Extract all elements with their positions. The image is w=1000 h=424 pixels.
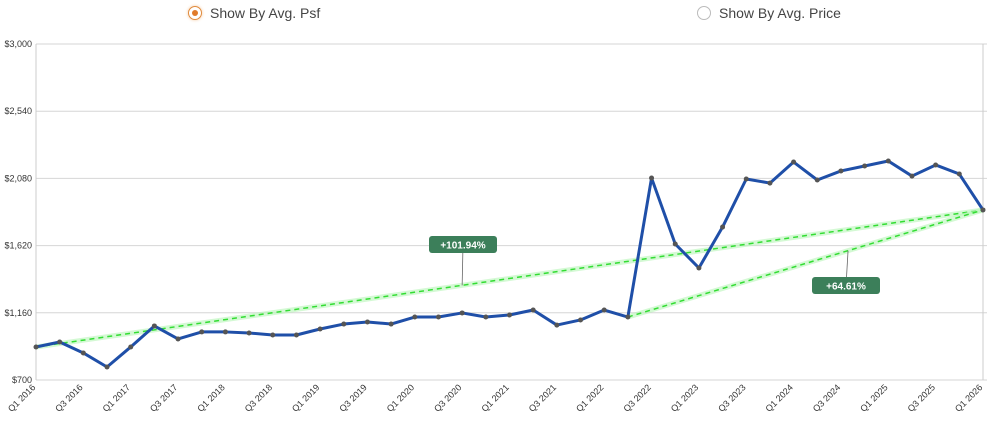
data-point — [885, 158, 891, 164]
x-tick-label: Q3 2021 — [527, 382, 558, 413]
x-tick-label: Q3 2023 — [716, 382, 747, 413]
x-tick-label: Q3 2025 — [906, 382, 937, 413]
data-point — [270, 332, 276, 338]
data-point — [341, 321, 347, 327]
data-point — [293, 332, 299, 338]
x-tick-label: Q1 2019 — [290, 382, 321, 413]
data-point — [530, 307, 536, 313]
data-point — [80, 350, 86, 356]
data-point — [33, 344, 39, 350]
radio-unselected-icon — [697, 6, 711, 20]
data-point — [388, 321, 394, 327]
trend-label-box — [812, 277, 880, 294]
trend-label: +64.61% — [826, 282, 866, 293]
x-tick-label: Q3 2022 — [621, 382, 652, 413]
trendline — [35, 209, 984, 348]
x-tick-label: Q3 2024 — [811, 382, 842, 413]
x-tick-label: Q1 2022 — [574, 382, 605, 413]
x-tick-label: Q3 2017 — [148, 382, 179, 413]
x-tick-label: Q1 2020 — [385, 382, 416, 413]
data-point — [435, 314, 441, 320]
data-point — [151, 323, 157, 329]
data-point — [696, 265, 702, 271]
radio-show-by-psf[interactable]: Show By Avg. Psf — [188, 5, 320, 21]
x-tick-label: Q1 2026 — [953, 382, 984, 413]
trend-label: +101.94% — [440, 241, 485, 252]
x-tick-label: Q1 2016 — [6, 382, 37, 413]
x-tick-label: Q1 2023 — [669, 382, 700, 413]
data-point — [814, 177, 820, 183]
y-tick-label: $1,620 — [4, 241, 32, 251]
data-point — [246, 330, 252, 336]
y-tick-label: $1,160 — [4, 308, 32, 318]
y-tick-label: $2,080 — [4, 173, 32, 183]
series-line — [35, 159, 985, 369]
data-point — [317, 326, 323, 332]
x-tick-label: Q3 2019 — [337, 382, 368, 413]
data-point — [720, 224, 726, 230]
data-point — [649, 175, 655, 181]
radio-selected-icon — [188, 6, 202, 20]
data-point — [459, 310, 465, 316]
data-point — [483, 314, 489, 320]
data-point — [980, 207, 986, 213]
data-point — [507, 312, 512, 318]
data-point — [199, 329, 205, 335]
data-point — [625, 314, 631, 320]
y-tick-label: $2,540 — [4, 106, 32, 116]
x-tick-label: Q1 2021 — [479, 382, 510, 413]
radio-show-by-price[interactable]: Show By Avg. Price — [697, 5, 841, 21]
data-point — [175, 336, 181, 342]
data-point — [57, 339, 63, 345]
data-point — [838, 168, 844, 174]
x-tick-label: Q1 2024 — [764, 382, 795, 413]
x-tick-label: Q3 2020 — [432, 382, 463, 413]
y-tick-label: $3,000 — [4, 39, 32, 49]
data-point — [767, 180, 773, 186]
x-tick-label: Q1 2017 — [101, 382, 132, 413]
x-tick-label: Q1 2025 — [858, 382, 889, 413]
x-tick-label: Q1 2018 — [195, 382, 226, 413]
trendline — [627, 209, 984, 318]
trend-label-box — [429, 236, 497, 253]
data-point — [578, 317, 584, 323]
radio-label: Show By Avg. Psf — [210, 5, 321, 21]
x-tick-label: Q3 2016 — [53, 382, 84, 413]
data-point — [743, 176, 749, 182]
data-point — [222, 329, 228, 335]
data-point — [933, 162, 939, 168]
data-point — [862, 163, 868, 169]
data-point — [554, 322, 560, 328]
data-point — [956, 171, 962, 177]
data-point — [104, 364, 110, 370]
data-point — [791, 159, 797, 165]
data-point — [601, 307, 607, 313]
data-point — [412, 314, 418, 320]
data-point — [672, 241, 678, 247]
data-point — [128, 344, 134, 350]
radio-label: Show By Avg. Price — [719, 5, 841, 21]
data-point — [909, 173, 915, 179]
data-point — [364, 319, 370, 325]
y-tick-label: $700 — [12, 375, 32, 385]
x-tick-label: Q3 2018 — [243, 382, 274, 413]
